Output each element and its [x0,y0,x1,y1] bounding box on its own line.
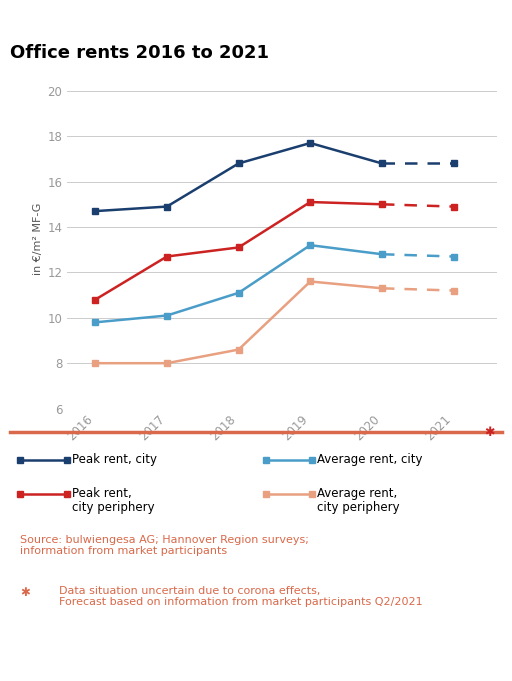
Text: Data situation uncertain due to corona effects,
Forecast based on information fr: Data situation uncertain due to corona e… [59,586,422,607]
Text: Peak rent,: Peak rent, [72,487,132,501]
Text: city periphery: city periphery [72,501,154,514]
Text: Average rent, city: Average rent, city [317,453,423,466]
Text: ✱: ✱ [20,586,30,599]
Text: Peak rent, city: Peak rent, city [72,453,157,466]
Text: Source: bulwiengesa AG; Hannover Region surveys;
information from market partici: Source: bulwiengesa AG; Hannover Region … [20,535,309,556]
Text: Office rents 2016 to 2021: Office rents 2016 to 2021 [10,44,269,62]
Y-axis label: in €/m² MF-G: in €/m² MF-G [33,202,43,274]
Text: city periphery: city periphery [317,501,400,514]
Text: ✱: ✱ [484,426,494,439]
Text: Average rent,: Average rent, [317,487,398,501]
